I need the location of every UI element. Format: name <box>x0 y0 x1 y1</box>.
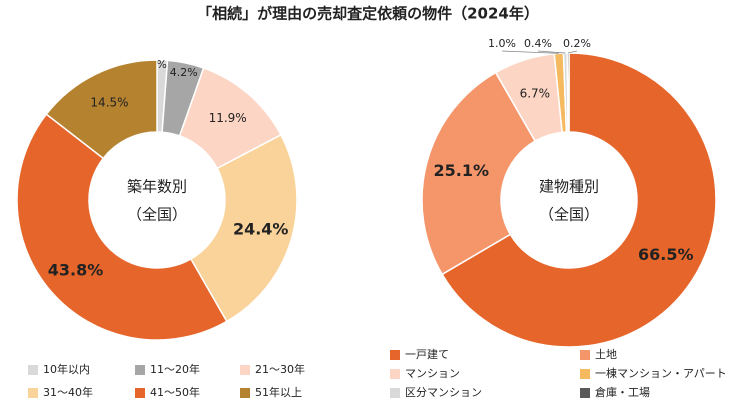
chart-title: 「相続」が理由の売却査定依頼の物件（2024年） <box>197 5 539 23</box>
leader-line <box>567 50 578 54</box>
legend-label: 51年以上 <box>255 385 302 399</box>
legend-label: 一戸建て <box>405 347 449 361</box>
legend-label: マンション <box>405 367 460 380</box>
pie-slice <box>441 52 717 348</box>
pie-slice <box>16 113 228 341</box>
data-label: 66.5% <box>638 245 694 264</box>
data-label: 14.5% <box>90 96 128 110</box>
legend-swatch <box>390 369 400 379</box>
legend-swatch <box>240 365 250 375</box>
legend-swatch <box>135 388 145 398</box>
data-label: 0.2% <box>563 37 591 50</box>
center-label: 建物種別 <box>539 178 599 196</box>
pie-slice <box>421 71 537 276</box>
data-label: 1.0% <box>488 37 516 50</box>
legend-label: 区分マンション <box>405 386 482 399</box>
legend-label: 土地 <box>595 348 617 361</box>
legend-swatch <box>580 350 590 360</box>
legend-swatch <box>390 388 400 398</box>
legend-label: 11～20年 <box>150 362 200 376</box>
data-label: 0.4% <box>524 37 552 50</box>
data-label: 24.4% <box>233 220 289 239</box>
legend-label: 21～30年 <box>255 362 305 376</box>
data-label: 6.7% <box>520 86 551 100</box>
data-label: 11.9% <box>209 111 247 125</box>
legend-swatch <box>240 388 250 398</box>
legend-swatch <box>580 388 590 398</box>
center-label: （全国） <box>539 206 599 224</box>
center-label: 築年数別 <box>127 178 187 196</box>
center-label: （全国） <box>127 206 187 224</box>
data-label: 4.2% <box>170 66 198 79</box>
pie-slice <box>45 59 158 160</box>
pie-slice <box>189 133 298 323</box>
legend-label: 倉庫・工場 <box>595 385 650 399</box>
legend-label: 31～40年 <box>43 385 93 399</box>
legend-label: 41～50年 <box>150 385 200 399</box>
legend-label: 10年以内 <box>43 362 90 376</box>
legend-swatch <box>28 365 38 375</box>
leader-line <box>501 50 559 54</box>
data-label: 25.1% <box>433 161 489 180</box>
data-label: 43.8% <box>48 260 104 279</box>
legend-swatch <box>390 350 400 360</box>
legend-swatch <box>580 369 590 379</box>
legend-label: 一棟マンション・アパート <box>595 366 727 380</box>
pie-slice <box>566 52 570 133</box>
legend-swatch <box>135 365 145 375</box>
legend-swatch <box>28 388 38 398</box>
leader-line <box>537 50 566 54</box>
